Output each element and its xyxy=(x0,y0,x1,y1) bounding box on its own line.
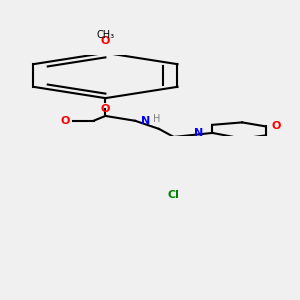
Text: Cl: Cl xyxy=(168,190,180,200)
Text: N: N xyxy=(141,116,150,126)
Text: O: O xyxy=(272,122,281,131)
Text: CH₃: CH₃ xyxy=(96,30,115,40)
Text: O: O xyxy=(101,36,110,46)
Text: O: O xyxy=(101,104,110,114)
Text: H: H xyxy=(153,114,160,124)
Text: O: O xyxy=(60,116,70,126)
Text: N: N xyxy=(194,128,203,138)
